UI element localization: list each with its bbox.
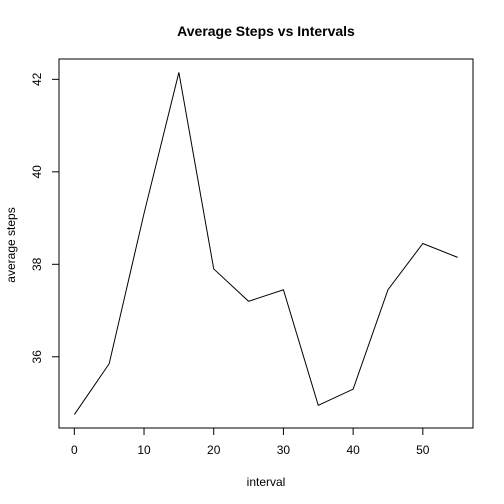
x-tick-label: 50 [416,443,430,457]
y-tick-label: 38 [30,257,44,271]
x-tick-label: 20 [207,443,221,457]
x-tick-label: 0 [71,443,78,457]
y-tick-label: 42 [30,72,44,86]
x-tick-label: 30 [277,443,291,457]
series-line [73,72,458,415]
y-tick-label: 40 [30,165,44,179]
x-axis: 0 10 20 30 40 50 [71,427,430,457]
y-axis: 36 38 40 42 [30,72,60,364]
x-tick-label: 10 [137,443,151,457]
x-tick-label: 40 [346,443,360,457]
series-group [73,72,458,415]
y-axis-label: average steps [4,207,18,282]
plot-frame [58,58,474,429]
x-axis-label: interval [247,475,286,489]
chart-title: Average Steps vs Intervals [177,23,355,39]
y-tick-label: 36 [30,350,44,364]
